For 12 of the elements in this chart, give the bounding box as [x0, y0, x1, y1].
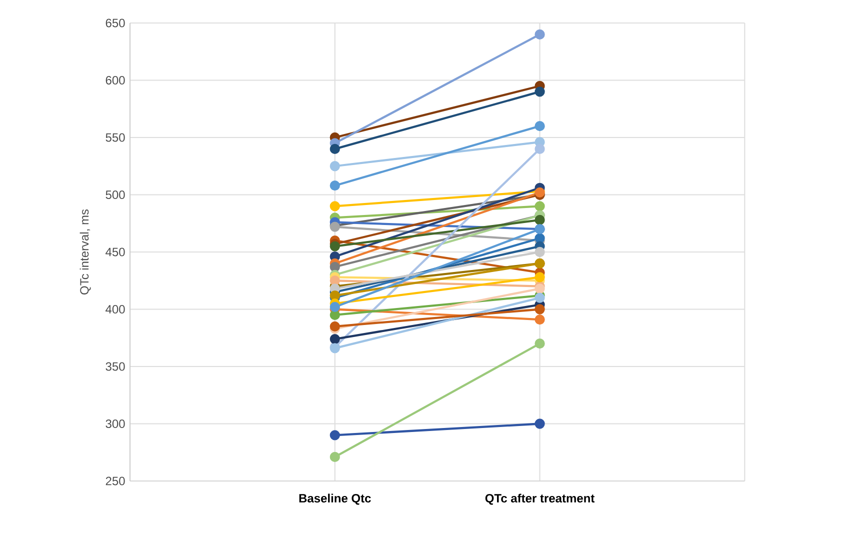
y-tick-label: 300	[106, 419, 125, 428]
y-tick-label: 550	[106, 133, 125, 142]
y-tick-label: 250	[106, 476, 125, 486]
x-tick-label: Baseline Qtc	[299, 494, 371, 505]
y-axis-title: QTc interval, ms	[80, 209, 91, 294]
x-tick-label: QTc after treatment	[485, 494, 595, 505]
y-tick-label: 350	[106, 362, 125, 371]
y-tick-label: 500	[106, 190, 125, 200]
y-tick-label: 600	[106, 76, 125, 85]
y-tick-label: 650	[106, 18, 125, 28]
y-tick-label: 450	[106, 248, 125, 256]
y-tick-label: 400	[106, 304, 125, 314]
